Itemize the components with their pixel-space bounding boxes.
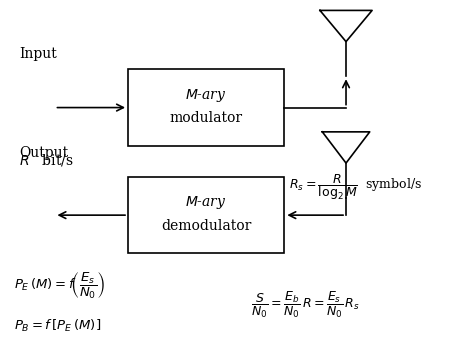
Text: Output: Output (19, 146, 68, 160)
Text: $P_B = f\,[P_E\,(M)]$: $P_B = f\,[P_E\,(M)]$ (14, 318, 101, 334)
Text: Input: Input (19, 47, 57, 61)
Text: demodulator: demodulator (161, 219, 251, 233)
Text: $R_s = \dfrac{R}{\log_2 M}$  symbol/s: $R_s = \dfrac{R}{\log_2 M}$ symbol/s (289, 172, 422, 202)
Text: $\dfrac{S}{N_0} = \dfrac{E_b}{N_0}\,R = \dfrac{E_s}{N_0}\,R_s$: $\dfrac{S}{N_0} = \dfrac{E_b}{N_0}\,R = … (251, 290, 360, 320)
Text: modulator: modulator (170, 111, 243, 125)
Bar (128, 177, 284, 253)
Text: $M$-ary: $M$-ary (185, 195, 227, 211)
Text: $R$   bit/s: $R$ bit/s (19, 152, 74, 168)
Bar (128, 69, 284, 146)
Text: $M$-ary: $M$-ary (185, 87, 227, 104)
Text: $P_E\,(M) = f\!\left(\dfrac{E_s}{N_0}\right)$: $P_E\,(M) = f\!\left(\dfrac{E_s}{N_0}\ri… (14, 271, 106, 302)
